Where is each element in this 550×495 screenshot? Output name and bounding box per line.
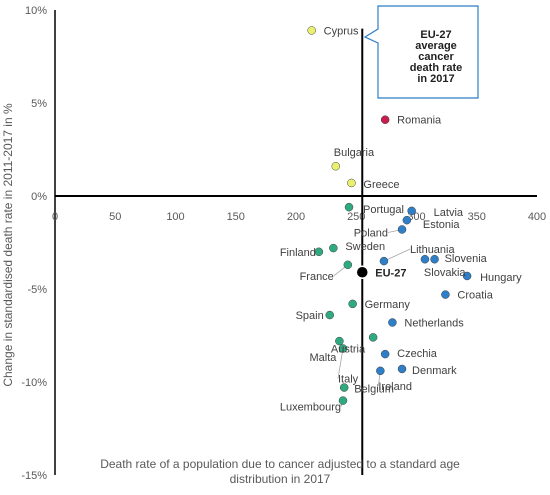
point-label-spain: Spain [296,310,324,322]
chart-axes: -15%-10%-5%0%5%10%0 50 100 150 200 250 300 350 4… [21,5,546,482]
point-label-poland: Poland [354,227,388,239]
point-slovakia [420,254,430,264]
point-portugal [344,202,354,212]
point-spain [325,310,334,320]
point-label-malta: Malta [309,352,337,364]
callout-text: average [415,40,457,52]
point-label-france: France [300,271,334,283]
point-label-italy: Italy [338,374,359,386]
x-tick-label: 250 [347,211,365,223]
x-tick-label: 100 [166,211,184,223]
point-label-cyprus: Cyprus [324,25,359,37]
y-tick-label: 5% [31,98,47,110]
point-denmark [397,364,407,374]
point-estonia [402,215,412,225]
x-tick-label: 50 [109,211,121,223]
y-axis-title: Change in standardised death rate in 201… [1,103,15,387]
point-label-bulgaria: Bulgaria [334,147,375,159]
callout-text: death rate [410,62,463,74]
point-label-luxembourg: Luxembourg [280,402,341,414]
reference-lines [55,28,537,475]
point-label-eu-27: EU-27 [375,267,406,279]
point-luxembourg [338,396,348,405]
point-slovenia [430,254,439,264]
point-label-finland: Finland [280,247,316,259]
x-tick-label: 350 [468,211,486,223]
point-label-portugal: Portugal [363,204,404,216]
point-labels: Cyprus Romania Bulgaria Greece Portugal Latvi… [280,25,522,413]
point-czechia [380,349,390,359]
point-sweden [329,243,338,253]
point-croatia [441,290,450,299]
point-label-latvia: Latvia [434,207,464,219]
point-label-greece: Greece [363,179,399,191]
leader-line-lithuania [383,248,411,262]
point-germany [348,299,357,309]
point-label-austria: Austria [331,343,366,355]
callout-text: EU-27 [420,29,451,41]
point-label-croatia: Croatia [457,290,493,302]
point-italy [338,344,348,353]
point-label-slovakia: Slovakia [424,267,466,279]
point-cyprus [307,26,316,35]
y-tick-label: -10% [21,377,47,389]
point-austria [368,333,378,342]
point-malta [335,336,344,346]
x-tick-label: 150 [227,211,245,223]
point-greece [347,178,356,188]
point-label-lithuania: Lithuania [410,244,456,256]
point-romania [380,115,390,124]
point-lithuania [379,256,389,266]
point-france [343,260,353,270]
point-label-romania: Romania [397,115,442,127]
point-label-estonia: Estonia [423,219,461,231]
point-bulgaria [331,161,341,171]
x-tick-label: 400 [528,211,546,223]
x-axis-title-line-1: Death rate of a population due to cancer… [100,457,460,471]
y-tick-label: -15% [21,470,47,482]
point-latvia [407,206,416,216]
leader-line-italy [337,348,344,379]
point-label-netherlands: Netherlands [404,317,464,329]
point-label-ireland: Ireland [378,381,412,393]
point-eu-27 [355,265,370,280]
point-label-belgium: Belgium [354,384,394,396]
y-tick-label: 0% [31,191,47,203]
callout-box [363,5,479,99]
point-finland [314,247,324,257]
y-tick-label: 10% [25,5,47,17]
point-belgium [339,383,349,392]
point-hungary [462,271,472,281]
point-label-czechia: Czechia [397,348,438,360]
x-axis-title-line-2: distribution in 2017 [230,472,331,486]
y-tick-label: -5% [27,284,47,296]
point-label-germany: Germany [365,299,411,311]
data-points [307,26,472,405]
callout-text: in 2017 [417,73,454,85]
point-netherlands [388,318,397,327]
point-poland [397,225,407,234]
point-ireland [376,366,385,376]
point-label-hungary: Hungary [480,272,522,284]
point-label-slovenia: Slovenia [445,253,488,265]
callout-text: cancer [418,51,454,63]
x-tick-label: 200 [287,211,305,223]
point-label-denmark: Denmark [412,365,457,377]
point-label-sweden: Sweden [345,241,385,253]
x-tick-label: 0 [52,211,58,223]
